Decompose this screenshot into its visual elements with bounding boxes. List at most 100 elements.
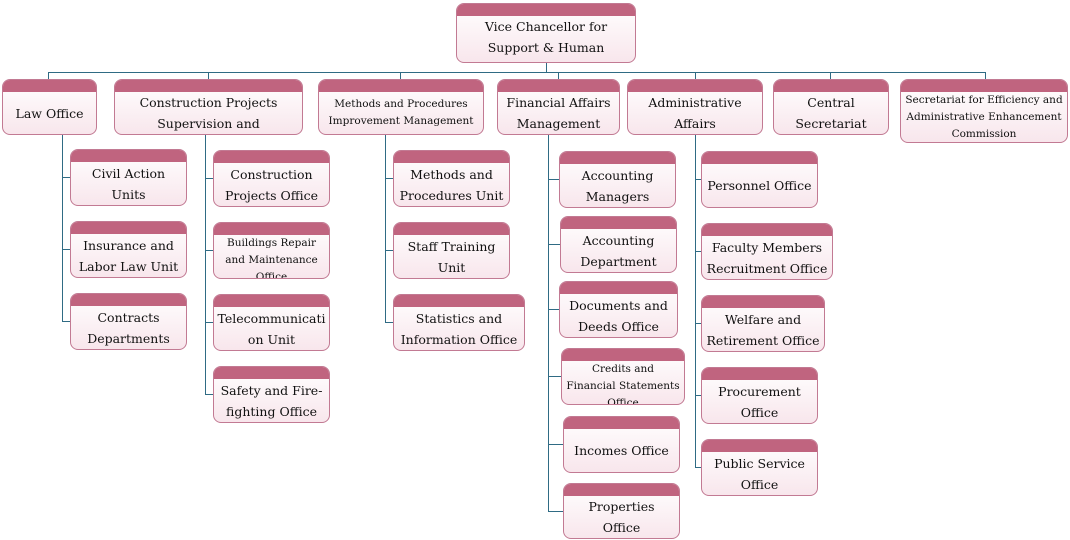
unit-node: Construction Projects Office: [213, 150, 330, 207]
box-header-bar: [562, 349, 684, 361]
box-label: Safety and Fire-fighting Office: [220, 382, 323, 419]
box-label: Secretariat for Efficiency and Administr…: [905, 94, 1063, 140]
box-label: Properties Office: [588, 499, 655, 535]
connector-line: [205, 394, 213, 395]
box-label: Incomes Office: [574, 443, 669, 458]
connector-line: [548, 376, 561, 377]
box-label: Personnel Office: [707, 178, 812, 193]
unit-node: Contracts Departments: [70, 293, 187, 350]
box-header-bar: [702, 440, 817, 452]
box-label: Construction Projects Office: [224, 166, 319, 203]
connector-line: [205, 322, 213, 323]
connector-line: [205, 250, 213, 251]
connector-line: [62, 249, 70, 250]
department-node: Financial Affairs Management: [497, 79, 620, 135]
box-header-bar: [457, 4, 635, 16]
unit-node: Civil Action Units: [70, 149, 187, 206]
box-header-bar: [901, 80, 1067, 92]
connector-line: [400, 72, 401, 79]
connector-line: [695, 395, 701, 396]
connector-line: [385, 178, 393, 179]
box-label: Accounting Managers: [581, 167, 654, 204]
box-label: Vice Chancellor for Support & Human Reso…: [484, 19, 608, 62]
connector-line: [548, 179, 559, 180]
box-header-bar: [71, 222, 186, 234]
connector-line: [205, 135, 206, 394]
connector-line: [548, 244, 560, 245]
unit-node: Welfare and Retirement Office: [701, 295, 825, 352]
unit-node: Accounting Managers: [559, 151, 676, 208]
box-header-bar: [702, 152, 817, 164]
box-header-bar: [214, 367, 329, 379]
box-header-bar: [115, 80, 302, 92]
department-node: Central Secretariat: [773, 79, 889, 135]
unit-node: Procurement Office: [701, 367, 818, 424]
unit-node: Methods and Procedures Unit: [393, 150, 510, 207]
box-label: Documents and Deeds Office: [569, 297, 668, 334]
box-header-bar: [394, 223, 509, 235]
box-label: Procurement Office: [718, 383, 801, 420]
connector-line: [695, 135, 696, 467]
box-label: Staff Training Unit: [407, 238, 496, 275]
root-node: Vice Chancellor for Support & Human Reso…: [456, 3, 636, 63]
connector-line: [695, 251, 701, 252]
connector-line: [830, 72, 831, 79]
box-label: Contracts Departments: [87, 309, 170, 346]
box-header-bar: [394, 151, 509, 163]
unit-node: Public Service Office: [701, 439, 818, 496]
box-header-bar: [3, 80, 96, 92]
box-header-bar: [394, 295, 524, 307]
connector-line: [548, 444, 563, 445]
box-label: Construction Projects Supervision and Ma…: [139, 95, 278, 131]
box-header-bar: [702, 368, 817, 380]
box-label: Credits and Financial Statements Office: [566, 363, 680, 405]
unit-node: Staff Training Unit: [393, 222, 510, 279]
box-header-bar: [702, 296, 824, 308]
connector-line: [695, 179, 701, 180]
unit-node: Telecommunicati on Unit: [213, 294, 330, 351]
box-label: Welfare and Retirement Office: [706, 311, 820, 348]
unit-node: Documents and Deeds Office: [559, 281, 678, 338]
unit-node: Incomes Office: [563, 416, 680, 473]
box-header-bar: [702, 224, 832, 236]
connector-line: [695, 323, 701, 324]
box-label: Law Office: [15, 105, 84, 121]
box-header-bar: [498, 80, 619, 92]
box-label: Methods and Procedures Improvement Manag…: [328, 98, 474, 127]
box-label: Central Secretariat: [795, 95, 867, 131]
connector-line: [548, 135, 549, 511]
connector-line: [62, 177, 70, 178]
box-label: Buildings Repair and Maintenance Office: [225, 237, 318, 279]
box-label: Methods and Procedures Unit: [399, 166, 504, 203]
unit-node: Statistics and Information Office: [393, 294, 525, 351]
box-header-bar: [214, 223, 329, 235]
box-header-bar: [214, 151, 329, 163]
box-label: Public Service Office: [714, 455, 805, 492]
box-header-bar: [564, 484, 679, 496]
unit-node: Insurance and Labor Law Unit: [70, 221, 187, 278]
unit-node: Properties Office: [563, 483, 680, 539]
connector-line: [695, 467, 701, 468]
box-header-bar: [319, 80, 483, 92]
unit-node: Credits and Financial Statements Office: [561, 348, 685, 405]
department-node: Construction Projects Supervision and Ma…: [114, 79, 303, 135]
unit-node: Buildings Repair and Maintenance Office: [213, 222, 330, 279]
unit-node: Faculty Members Recruitment Office: [701, 223, 833, 280]
box-header-bar: [560, 282, 677, 294]
connector-line: [385, 135, 386, 322]
box-label: Statistics and Information Office: [400, 310, 518, 347]
box-label: Insurance and Labor Law Unit: [78, 237, 179, 274]
department-node: Law Office: [2, 79, 97, 135]
box-header-bar: [71, 150, 186, 162]
connector-line: [985, 72, 986, 79]
connector-line: [48, 72, 986, 73]
box-label: Civil Action Units: [91, 165, 166, 202]
box-header-bar: [71, 294, 186, 306]
connector-line: [548, 511, 563, 512]
box-label: Accounting Department: [580, 232, 657, 269]
box-header-bar: [774, 80, 888, 92]
connector-line: [48, 72, 49, 79]
unit-node: Accounting Department: [560, 216, 677, 273]
box-label: Financial Affairs Management: [506, 95, 611, 131]
